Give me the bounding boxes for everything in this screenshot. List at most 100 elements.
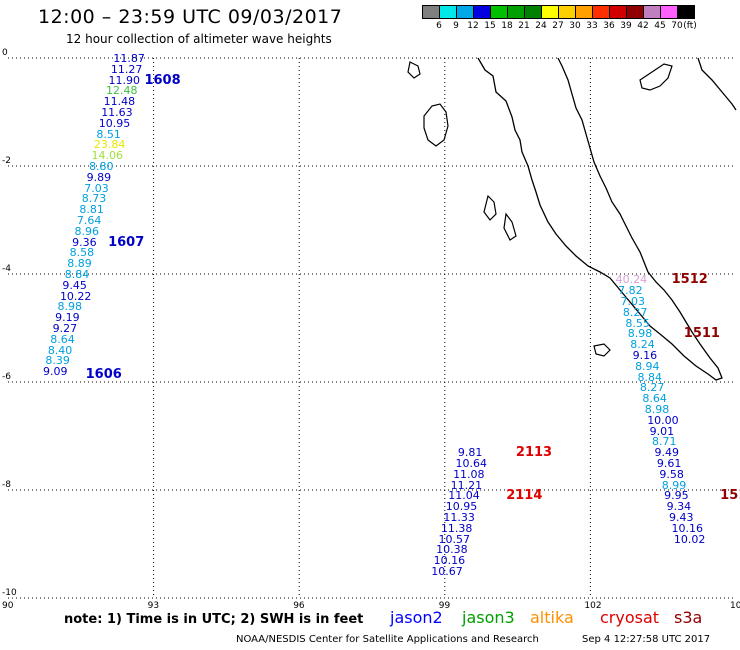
wave-height-reading: 7.82 — [618, 284, 643, 298]
legend-label: 33 — [586, 21, 598, 31]
wave-height-reading: 8.40 — [47, 343, 73, 357]
wave-height-reading: 8.99 — [661, 478, 687, 492]
wave-height-reading: 9.27 — [52, 322, 78, 335]
wave-height-reading: 10.57 — [438, 532, 471, 546]
wave-height-reading: 8.27 — [639, 381, 665, 395]
wave-height-reading: 8.80 — [89, 160, 114, 173]
footer-note: note: 1) Time is in UTC; 2) SWH is in fe… — [64, 612, 364, 627]
generated-time: Sep 4 12:27:58 UTC 2017 — [582, 634, 711, 645]
wave-height-reading: 7.03 — [620, 295, 646, 308]
wave-height-reading: 8.98 — [644, 403, 670, 416]
wave-height-reading: 7.64 — [76, 214, 102, 227]
lon-tick-label: 99 — [438, 601, 451, 611]
wave-height-reading: 9.58 — [659, 467, 684, 481]
wave-height-reading: 9.19 — [55, 311, 80, 325]
legend-label: 9 — [453, 21, 459, 31]
pass-id-label: 1511 — [683, 326, 720, 342]
wave-height-reading: 8.73 — [81, 192, 107, 206]
legend-label: 24 — [535, 21, 547, 31]
pass-id-label: 1510 — [720, 488, 740, 504]
island-siberut — [423, 103, 449, 147]
wave-height-reading: 7.03 — [84, 181, 109, 195]
wave-height-reading: 8.58 — [69, 246, 95, 260]
lat-tick-label: -10 — [2, 588, 17, 598]
island-enggano — [593, 343, 611, 357]
pass-id-label: 1608 — [144, 72, 181, 88]
satellite-name: jason3 — [462, 608, 515, 627]
lon-tick-label: 90 — [2, 601, 14, 611]
wave-height-reading: 10.38 — [436, 543, 468, 557]
island-bangka — [639, 63, 673, 91]
pass-id-label: 1606 — [85, 366, 122, 382]
wave-height-reading: 8.64 — [642, 392, 667, 406]
wave-height-reading: 9.16 — [632, 349, 658, 362]
wave-height-reading: 9.61 — [656, 457, 682, 470]
lon-tick-label: 96 — [293, 601, 305, 611]
legend-label: 27 — [552, 21, 564, 31]
legend-label: 42 — [637, 21, 649, 31]
island-nias — [407, 61, 421, 79]
satellite-name: jason2 — [390, 608, 443, 627]
coastline-sumatra — [477, 57, 723, 381]
wave-height-reading: 9.49 — [654, 446, 679, 460]
wave-height-reading: 9.45 — [62, 278, 87, 292]
island-pagai-south — [503, 212, 517, 241]
wave-height-reading: 9.36 — [72, 235, 97, 249]
wave-height-reading: 40.24 — [615, 273, 648, 287]
wave-height-reading: 10.02 — [673, 532, 706, 546]
legend-label: 15 — [484, 21, 496, 31]
wave-height-reading: 11.63 — [101, 106, 133, 119]
wave-height-reading: 8.71 — [652, 435, 677, 449]
wave-height-reading: 8.84 — [64, 268, 90, 281]
wave-height-reading: 8.51 — [96, 127, 121, 141]
wave-height-reading: 8.55 — [625, 316, 650, 330]
wave-height-reading: 10.00 — [647, 413, 679, 427]
wave-height-reading: 9.81 — [457, 446, 483, 460]
lat-tick-label: -8 — [2, 480, 11, 490]
lat-tick-label: -6 — [2, 372, 11, 382]
wave-height-reading: 8.84 — [637, 370, 662, 384]
wave-height-reading: 9.89 — [86, 170, 112, 184]
wave-height-reading: 11.27 — [110, 62, 143, 76]
wave-height-reading: 11.08 — [453, 467, 485, 481]
wave-height-reading: 23.84 — [93, 138, 126, 152]
legend-label: 30 — [569, 21, 581, 31]
legend-swatches — [422, 5, 695, 19]
wave-height-reading: 8.64 — [50, 332, 75, 346]
pass-id-label: 2113 — [515, 445, 553, 461]
satellite-name: s3a — [674, 608, 703, 627]
lon-tick-label: 93 — [147, 601, 160, 611]
legend-label: 70 — [671, 21, 683, 31]
legend-labels: 6 9 12 15 18 21 24 27 30 33 36 39 42 45 70 (ft) — [422, 19, 697, 33]
page-subtitle: 12 hour collection of altimeter wave hei… — [66, 32, 332, 46]
lon-tick-label: 102 — [584, 601, 602, 611]
pass-id-label: 1607 — [108, 234, 145, 250]
wave-height-reading: 10.67 — [431, 565, 463, 578]
wave-height-reading: 9.34 — [666, 500, 692, 514]
wave-height-reading: 10.95 — [98, 116, 131, 130]
pass-id-label: 2114 — [506, 488, 543, 504]
wave-height-reading: 8.89 — [67, 257, 92, 271]
satellite-name: cryosat — [600, 608, 660, 627]
wave-height-reading: 11.33 — [443, 511, 475, 524]
lat-tick-label: -2 — [2, 156, 11, 166]
wave-height-reading: 8.98 — [57, 300, 83, 314]
legend-label: 6 — [436, 21, 442, 31]
lon-tick-label: 105 — [730, 601, 740, 611]
wave-height-reading: 11.90 — [108, 73, 140, 87]
legend-label: 36 — [603, 21, 615, 31]
wave-height-reading: 10.64 — [455, 457, 487, 470]
wave-height-reading: 11.04 — [448, 489, 480, 503]
lat-tick-label: 0 — [2, 48, 8, 58]
credit-text: NOAA/NESDIS Center for Satellite Applica… — [236, 634, 539, 645]
wave-height-reading: 8.94 — [635, 359, 660, 373]
wave-height-reading: 11.38 — [440, 521, 473, 535]
wave-height-reading: 14.06 — [91, 149, 123, 163]
island-pagai — [483, 194, 497, 221]
lat-tick-label: -4 — [2, 264, 11, 274]
legend-label: 12 — [467, 21, 479, 31]
coastline-borneo — [697, 57, 737, 111]
wave-height-reading: 10.95 — [445, 500, 478, 514]
